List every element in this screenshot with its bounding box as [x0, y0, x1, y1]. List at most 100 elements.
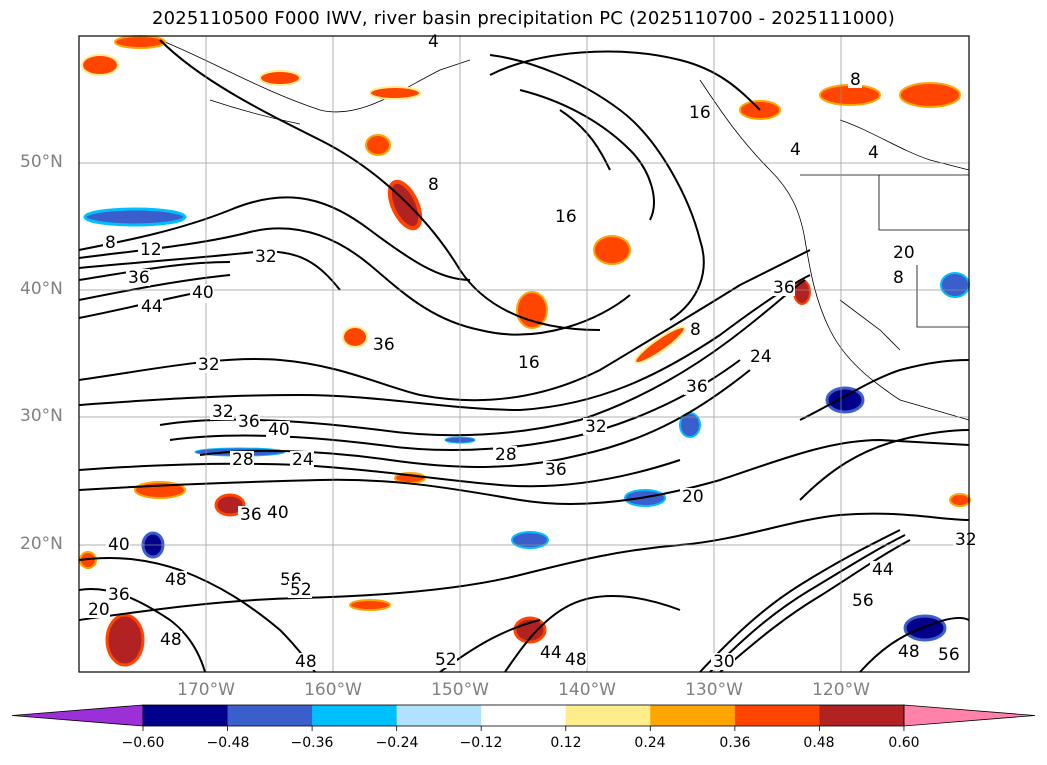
- contour-label: 44: [540, 643, 562, 663]
- colorbar-tick: −0.24: [375, 735, 419, 751]
- contour-label-bg: [138, 241, 162, 258]
- contour-label-bg: [688, 321, 702, 338]
- contour-label-bg: [266, 421, 290, 438]
- contour-label: 16: [689, 103, 711, 123]
- lon-label-120w: 120°W: [812, 680, 870, 700]
- colorbar-segment: [143, 705, 229, 726]
- contour-label-bg: [290, 451, 314, 468]
- contour-label-bg: [936, 646, 960, 663]
- precip-shading: [79, 35, 971, 667]
- colorbar-segment: [227, 705, 313, 726]
- contour-label: 28: [495, 445, 517, 465]
- contour-label-bg: [543, 461, 567, 478]
- colorbar-segment: [734, 705, 820, 726]
- contour-label-bg: [103, 234, 117, 251]
- contour-label-bg: [870, 561, 894, 578]
- contour-label-bg: [106, 586, 130, 603]
- contour-label-bg: [288, 581, 312, 598]
- contour-label-bg: [896, 643, 920, 660]
- contour-label-bg: [711, 653, 735, 670]
- contour-label-bg: [516, 354, 540, 371]
- lon-label-160w: 160°W: [304, 680, 362, 700]
- contour-label-bg: [190, 284, 214, 301]
- lat-label-20n: 20°N: [20, 534, 63, 554]
- lon-label-170w: 170°W: [177, 680, 235, 700]
- contour-label-bg: [293, 653, 317, 670]
- colorbar-tick: 0.12: [550, 735, 582, 751]
- contour-label-bg: [684, 378, 708, 395]
- contour-label: 44: [872, 560, 894, 580]
- contour-label-bg: [106, 536, 130, 553]
- contour-label: 36: [108, 585, 130, 605]
- contour-label: 56: [852, 591, 874, 611]
- contour-label-bg: [371, 336, 395, 353]
- contour-label: 36: [686, 377, 708, 397]
- contour-label-bg: [850, 592, 874, 609]
- contour-label-bg: [210, 403, 234, 420]
- colorbar-segment: [312, 705, 398, 726]
- contour-label: 36: [238, 412, 260, 432]
- contour-label-bg: [848, 71, 862, 88]
- colorbar-tick: 0.48: [803, 735, 835, 751]
- contour-label: 8: [893, 268, 904, 288]
- contour-label-bg: [493, 446, 517, 463]
- contour-label: 8: [850, 70, 861, 90]
- contour-label-bg: [253, 248, 277, 265]
- contour-label: 32: [198, 355, 220, 375]
- contour-label: 4: [790, 140, 801, 160]
- colorbar-tick: 0.24: [634, 735, 666, 751]
- contour-label-bg: [771, 279, 795, 296]
- contour-label: 8: [690, 320, 701, 340]
- contour-label-bg: [236, 413, 260, 430]
- contour-label: 48: [165, 570, 187, 590]
- contour-label: 20: [682, 487, 704, 507]
- colorbar-segment: [481, 705, 567, 726]
- contour-label-bg: [196, 356, 220, 373]
- colorbar-tick: 0.36: [719, 735, 751, 751]
- contour-label-bg: [866, 144, 880, 161]
- contour-label-bg: [126, 269, 150, 286]
- colorbar-tick: −0.48: [206, 735, 250, 751]
- contour-label: 16: [518, 353, 540, 373]
- contour-label: 40: [192, 283, 214, 303]
- contour-label-bg: [563, 651, 587, 668]
- contour-label-bg: [583, 418, 607, 435]
- lon-label-150w: 150°W: [431, 680, 489, 700]
- colorbar-tick: 0.60: [888, 735, 920, 751]
- colorbar-segment: [565, 705, 651, 726]
- contour-label-bg: [86, 601, 110, 618]
- contour-label: 4: [868, 143, 879, 163]
- colorbar-tick: −0.12: [459, 735, 503, 751]
- contour-label: 40: [268, 420, 290, 440]
- contour-label: 36: [373, 335, 395, 355]
- lat-label-50n: 50°N: [20, 152, 63, 172]
- iwv-contours: [78, 39, 970, 673]
- colorbar-segment: [396, 705, 482, 726]
- contour-label: 44: [141, 297, 163, 317]
- contour-label: 48: [295, 652, 317, 672]
- lat-label-30n: 30°N: [20, 406, 63, 426]
- contour-label: 48: [898, 642, 920, 662]
- contour-label: 36: [240, 505, 262, 525]
- contour-label-bg: [426, 33, 440, 50]
- contour-label: 8: [105, 233, 116, 253]
- contour-label-bg: [891, 244, 915, 261]
- colorbar-outline: [142, 704, 905, 727]
- contour-label: 32: [955, 530, 977, 550]
- contour-label: 32: [585, 417, 607, 437]
- contour-label-bg: [265, 504, 289, 521]
- contour-label: 30: [713, 652, 735, 672]
- map-title: 2025110500 F000 IWV, river basin precipi…: [151, 8, 896, 29]
- contour-label-bg: [687, 104, 711, 121]
- colorbar-tick: −0.60: [121, 735, 165, 751]
- contour-label: 28: [232, 450, 254, 470]
- colorbar-segment: [650, 705, 736, 726]
- contour-label: 20: [88, 600, 110, 620]
- contour-label: 32: [212, 402, 234, 422]
- contour-label: 8: [428, 175, 439, 195]
- contour-label: 36: [773, 278, 795, 298]
- contour-label: 4: [428, 32, 439, 52]
- contour-label-bg: [433, 651, 457, 668]
- contour-label: 24: [750, 347, 772, 367]
- contour-label-bg: [230, 451, 254, 468]
